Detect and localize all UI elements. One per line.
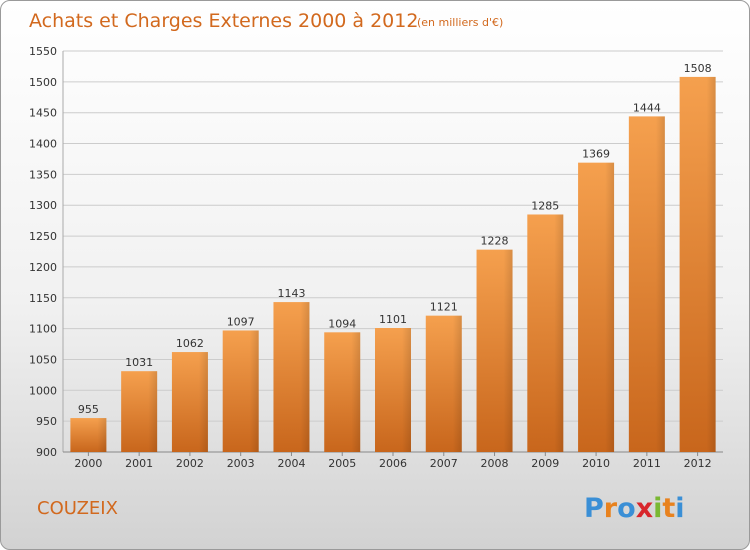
data-label-2011: 1444 xyxy=(633,101,661,114)
logo-letter: i xyxy=(653,493,662,524)
x-tick-label: 2003 xyxy=(227,457,255,470)
y-tick-label: 1100 xyxy=(29,323,57,336)
chart-title: Achats et Charges Externes 2000 à 2012 xyxy=(29,10,418,32)
y-tick-label: 1300 xyxy=(29,199,57,212)
data-label-2003: 1097 xyxy=(227,315,255,328)
y-tick-label: 1450 xyxy=(29,107,57,120)
logo-letter: x xyxy=(636,493,653,524)
y-tick-label: 1550 xyxy=(29,45,57,58)
chart-subtitle: (en milliers d'€) xyxy=(417,16,503,29)
data-label-2008: 1228 xyxy=(481,235,509,248)
y-tick-label: 1150 xyxy=(29,292,57,305)
data-label-2010: 1369 xyxy=(582,148,610,161)
data-label-2004: 1143 xyxy=(277,287,305,300)
bar-shade xyxy=(222,330,259,452)
bar-shade xyxy=(171,352,208,452)
bar-shade xyxy=(476,249,513,452)
bar-shade xyxy=(324,332,361,452)
y-tick-label: 950 xyxy=(36,415,57,428)
data-label-2012: 1508 xyxy=(684,62,712,75)
bar-shade xyxy=(628,116,665,452)
x-tick-label: 2005 xyxy=(328,457,356,470)
x-tick-label: 2010 xyxy=(582,457,610,470)
x-tick-label: 2009 xyxy=(531,457,559,470)
x-tick-label: 2007 xyxy=(430,457,458,470)
data-label-2005: 1094 xyxy=(328,317,356,330)
y-tick-label: 1000 xyxy=(29,384,57,397)
proxiti-logo: Proxiti xyxy=(584,493,685,524)
data-label-2000: 955 xyxy=(78,403,99,416)
y-tick-label: 1500 xyxy=(29,76,57,89)
x-tick-label: 2001 xyxy=(125,457,153,470)
x-axis: 2000 2001 2002 2003 2004 2005 2006 2007 2008 2009… xyxy=(74,452,712,470)
x-tick-label: 2000 xyxy=(74,457,102,470)
x-tick-label: 2006 xyxy=(379,457,407,470)
logo-letter: o xyxy=(617,493,636,524)
x-tick-label: 2004 xyxy=(277,457,305,470)
y-tick-label: 1250 xyxy=(29,230,57,243)
logo-letter: t xyxy=(662,493,675,524)
bar-shade xyxy=(273,302,310,452)
x-tick-label: 2002 xyxy=(176,457,204,470)
y-tick-label: 1350 xyxy=(29,168,57,181)
data-label-2007: 1121 xyxy=(430,301,458,314)
logo-letter: i xyxy=(675,493,684,524)
bars: 955 1031 1062 1097 1143 1094 1101 1121 1228 1285 1… xyxy=(70,62,716,452)
y-tick-label: 1400 xyxy=(29,138,57,151)
data-label-2009: 1285 xyxy=(531,199,559,212)
bar-shade xyxy=(578,162,615,452)
logo-letter: P xyxy=(584,493,604,524)
bar-shade xyxy=(679,76,716,452)
y-tick-label: 900 xyxy=(36,446,57,459)
x-tick-label: 2012 xyxy=(684,457,712,470)
bar-shade xyxy=(425,315,462,452)
x-tick-label: 2008 xyxy=(481,457,509,470)
location-label: COUZEIX xyxy=(37,498,118,519)
data-label-2001: 1031 xyxy=(125,356,153,369)
bar-shade xyxy=(70,418,107,452)
x-tick-label: 2011 xyxy=(633,457,661,470)
bar-shade xyxy=(527,214,564,452)
bar-shade xyxy=(121,371,158,452)
logo-letter: r xyxy=(604,493,618,524)
y-tick-label: 1050 xyxy=(29,353,57,366)
bar-shade xyxy=(375,327,411,452)
y-tick-label: 1200 xyxy=(29,261,57,274)
data-label-2006: 1101 xyxy=(379,313,407,326)
data-label-2002: 1062 xyxy=(176,337,204,350)
